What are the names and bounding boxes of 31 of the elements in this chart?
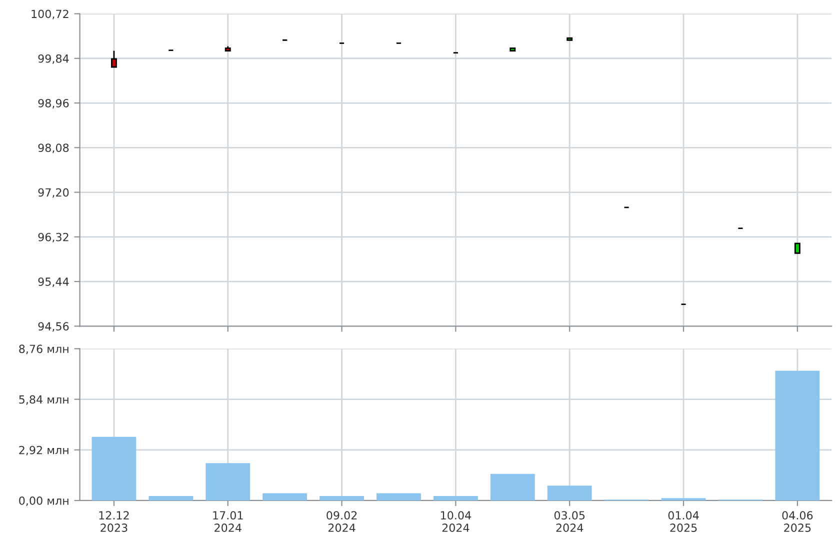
candlestick (111, 50, 117, 68)
y-tick-label: 2,92 млн (19, 446, 68, 456)
bar (433, 496, 478, 500)
candlestick (794, 242, 800, 254)
y-tick-label: 98,08 (38, 144, 69, 154)
bar (547, 486, 592, 500)
bar (206, 463, 250, 500)
x-tick-label: 04.06 2025 (782, 511, 813, 532)
x-tick-label: 17.01 2024 (213, 511, 243, 532)
y-tick-label: 98,96 (38, 98, 69, 109)
x-tick-label: 09.02 2024 (326, 511, 357, 532)
y-tick-label: 95,44 (38, 277, 69, 288)
y-tick-label: 100,72 (32, 10, 68, 20)
x-tick-label: 10.04 2024 (441, 511, 471, 532)
y-tick-label: 99,84 (38, 54, 69, 64)
y-tick-label: 5,84 млн (19, 395, 68, 405)
bar (775, 370, 820, 500)
bar (148, 496, 194, 500)
bar (490, 474, 535, 500)
y-tick-label: 0,00 млн (19, 496, 68, 506)
y-tick-label: 8,76 млн (19, 344, 68, 354)
bar (92, 436, 136, 500)
y-tick-label: 96,32 (38, 232, 68, 242)
y-tick-label: 97,20 (38, 188, 69, 198)
x-tick-label: 01.04 2025 (668, 511, 699, 532)
bar (320, 496, 364, 500)
bar (376, 493, 421, 500)
x-tick-label: 03.05 2024 (554, 511, 585, 532)
bar (262, 493, 308, 500)
y-tick-label: 94,56 (38, 322, 69, 332)
x-tick-label: 12.12 2023 (99, 511, 129, 532)
